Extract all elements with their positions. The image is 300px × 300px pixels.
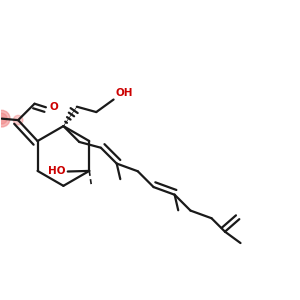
Circle shape <box>14 116 23 125</box>
Text: O: O <box>50 102 58 112</box>
Text: HO: HO <box>48 167 65 176</box>
Circle shape <box>0 113 7 124</box>
Circle shape <box>0 110 10 127</box>
Text: OH: OH <box>116 88 133 98</box>
